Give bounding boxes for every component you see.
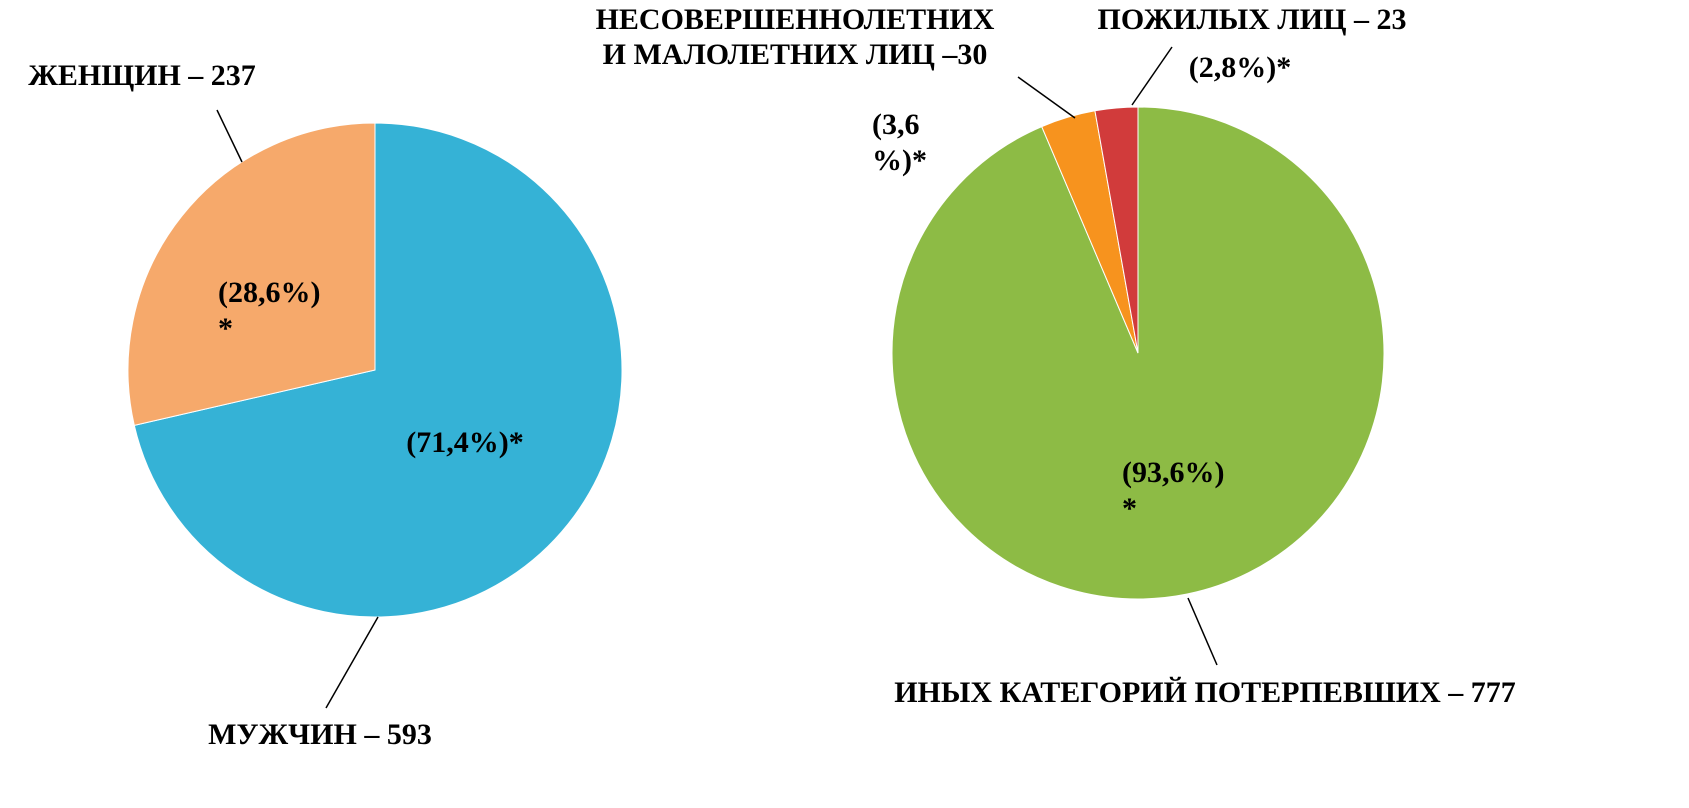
category-label: МУЖЧИН – 593 (208, 718, 432, 751)
leader-line (1131, 46, 1173, 106)
value-label: (28,6%) * (218, 276, 320, 345)
value-label: (93,6%) * (1122, 456, 1224, 525)
leader-line (216, 109, 243, 163)
value-label: (71,4%)* (406, 426, 523, 459)
category-label: ПОЖИЛЫХ ЛИЦ – 23 (1098, 3, 1407, 36)
pie-slice (127, 122, 376, 426)
value-label: (3,6 %)* (872, 108, 927, 177)
pie-slice (1094, 106, 1139, 354)
pie-slice (133, 122, 623, 618)
category-label: ИНЫХ КАТЕГОРИЙ ПОТЕРПЕВШИХ – 777 (894, 676, 1516, 709)
category-label: НЕСОВЕРШЕННОЛЕТНИХ И МАЛОЛЕТНИХ ЛИЦ –30 (596, 3, 995, 71)
leader-line (1187, 597, 1218, 666)
category-label: ЖЕНЩИН – 237 (28, 59, 256, 92)
leader-line (1017, 76, 1076, 119)
leader-line (325, 616, 379, 709)
value-label: (2,8%)* (1189, 51, 1291, 84)
